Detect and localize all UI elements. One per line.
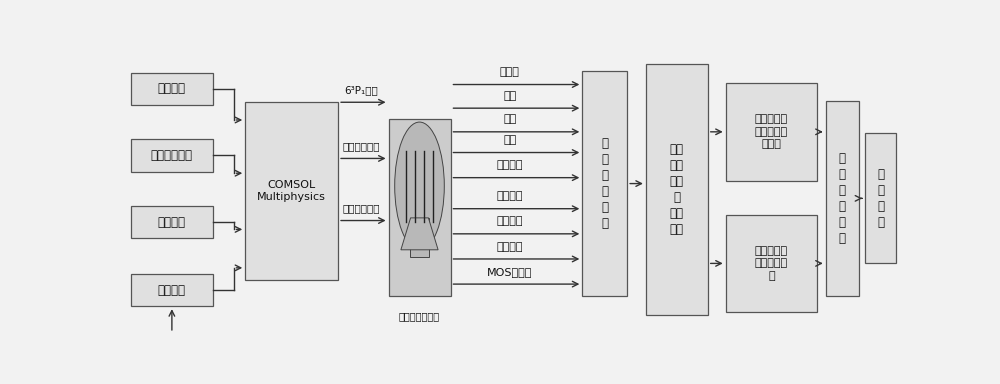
Bar (865, 133, 896, 263)
Bar (131, 274, 213, 306)
Bar (388, 119, 450, 296)
Text: 显色指数: 显色指数 (497, 160, 523, 170)
Text: 点灯时间: 点灯时间 (497, 191, 523, 201)
Text: 6³P₁分布: 6³P₁分布 (344, 85, 378, 95)
Ellipse shape (395, 122, 444, 250)
Text: COMSOL
Multiphysics: COMSOL Multiphysics (257, 180, 326, 202)
Text: 物理化学方程: 物理化学方程 (151, 149, 193, 162)
Text: 色温: 色温 (503, 135, 516, 145)
Bar (582, 71, 627, 296)
Bar (131, 73, 213, 105)
Text: 几何模型: 几何模型 (158, 215, 186, 228)
Text: 电子密度分布: 电子密度分布 (342, 203, 380, 213)
Text: 高频逆变电
路频率设定
值: 高频逆变电 路频率设定 值 (755, 246, 788, 281)
Bar (245, 102, 338, 280)
Text: 光效: 光效 (503, 114, 516, 124)
Bar (410, 218, 429, 257)
Text: 有限元数值分析: 有限元数值分析 (399, 311, 440, 321)
Text: 实
测
电
路: 实 测 电 路 (877, 168, 884, 229)
Text: 光通量: 光通量 (500, 67, 520, 77)
Text: 电子温度分布: 电子温度分布 (342, 141, 380, 151)
Bar (726, 83, 817, 180)
Bar (826, 101, 859, 296)
Text: 等
离
子
体
参
数: 等 离 子 体 参 数 (839, 152, 846, 245)
Text: 工艺数据: 工艺数据 (158, 283, 186, 296)
Polygon shape (401, 218, 438, 250)
Text: 频闪: 频闪 (503, 91, 516, 101)
Bar (726, 215, 817, 312)
Text: 控制装置: 控制装置 (497, 242, 523, 252)
Text: 功率因数校
正电路电压
设定值: 功率因数校 正电路电压 设定值 (755, 114, 788, 149)
Text: 人
工
神
经
网
络: 人 工 神 经 网 络 (601, 137, 608, 230)
Text: 数学模型: 数学模型 (158, 83, 186, 96)
Text: 基于
遗传
算法
的
优化
模型: 基于 遗传 算法 的 优化 模型 (670, 143, 684, 236)
Text: 环境温度: 环境温度 (497, 217, 523, 227)
Bar (131, 206, 213, 238)
Bar (646, 64, 708, 315)
Bar (131, 139, 213, 172)
Text: MOS管温升: MOS管温升 (487, 267, 532, 277)
